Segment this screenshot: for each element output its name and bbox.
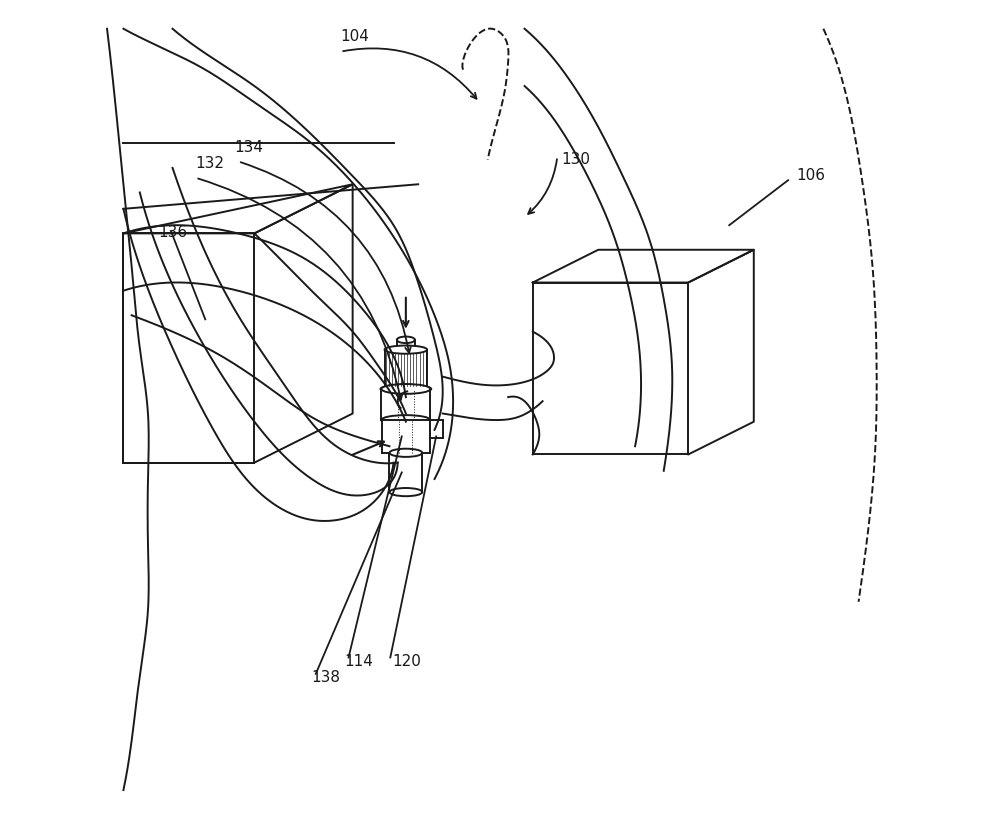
Ellipse shape — [389, 449, 422, 457]
Text: 134: 134 — [234, 140, 263, 155]
Text: 138: 138 — [312, 670, 341, 685]
Ellipse shape — [397, 337, 415, 343]
Text: 130: 130 — [561, 152, 590, 167]
Bar — [397, 340, 415, 350]
Bar — [430, 420, 443, 438]
Ellipse shape — [381, 415, 430, 425]
Bar — [389, 453, 422, 492]
Bar — [382, 420, 430, 453]
Bar — [381, 389, 430, 420]
Ellipse shape — [389, 488, 422, 496]
Text: 120: 120 — [392, 653, 421, 669]
Text: 114: 114 — [344, 653, 373, 669]
Text: 132: 132 — [195, 156, 224, 171]
Ellipse shape — [380, 385, 431, 393]
Text: 106: 106 — [796, 168, 825, 183]
Ellipse shape — [381, 384, 430, 394]
Bar — [385, 350, 427, 389]
Text: 136: 136 — [159, 226, 188, 241]
Ellipse shape — [385, 346, 427, 354]
Text: 104: 104 — [340, 29, 369, 44]
